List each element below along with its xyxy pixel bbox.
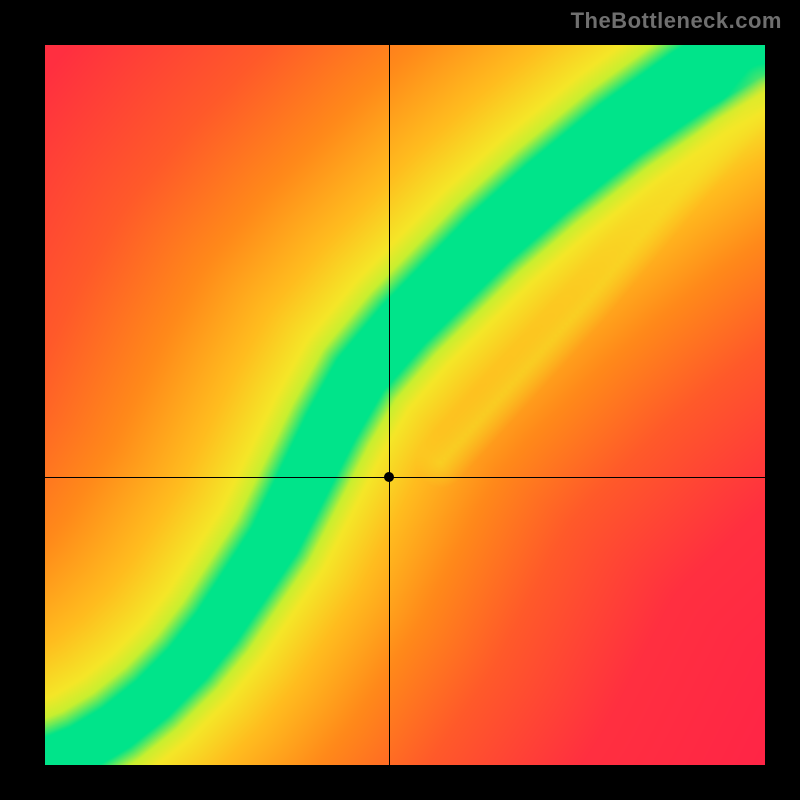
crosshair-marker-dot — [384, 472, 394, 482]
watermark-text: TheBottleneck.com — [571, 8, 782, 34]
heatmap-plot-area — [45, 45, 765, 765]
chart-outer-frame: TheBottleneck.com — [0, 0, 800, 800]
crosshair-vertical-line — [389, 45, 390, 765]
crosshair-horizontal-line — [45, 477, 765, 478]
heatmap-canvas — [45, 45, 765, 765]
